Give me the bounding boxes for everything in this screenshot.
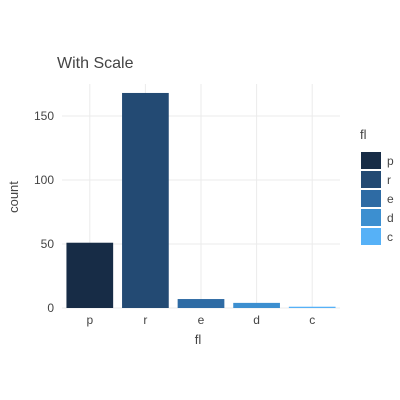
bars (66, 92, 336, 309)
y-tick-label: 50 (41, 237, 55, 251)
legend-swatch-d (361, 209, 381, 226)
legend-label-p: p (387, 154, 394, 168)
legend-swatch-r (361, 171, 381, 188)
y-tick-label: 100 (34, 173, 54, 187)
y-tick-label: 150 (34, 109, 54, 123)
legend-title: fl (360, 127, 367, 142)
y-tick-label: 0 (47, 301, 54, 315)
x-tick-label: r (143, 313, 147, 327)
bar-r (122, 92, 169, 309)
y-axis-title: count (6, 181, 21, 213)
bar-c (288, 306, 336, 308)
x-tick-label: p (86, 313, 93, 327)
legend-swatch-p (361, 152, 381, 169)
legend-label-d: d (387, 211, 394, 225)
legend-swatch-c (361, 228, 381, 245)
legend-label-r: r (387, 173, 391, 187)
x-tick-label: c (309, 313, 315, 327)
chart-title: With Scale (57, 55, 134, 72)
legend-swatch-e (361, 190, 381, 207)
legend-label-c: c (387, 230, 393, 244)
bar-d (233, 302, 280, 308)
x-axis-title: fl (195, 332, 202, 347)
bar-p (66, 242, 114, 308)
legend-label-e: e (387, 192, 394, 206)
y-axis-ticks: 0 50 100 150 (34, 109, 54, 315)
x-tick-label: d (253, 313, 260, 327)
bar-e (177, 299, 225, 308)
x-tick-label: e (198, 313, 205, 327)
